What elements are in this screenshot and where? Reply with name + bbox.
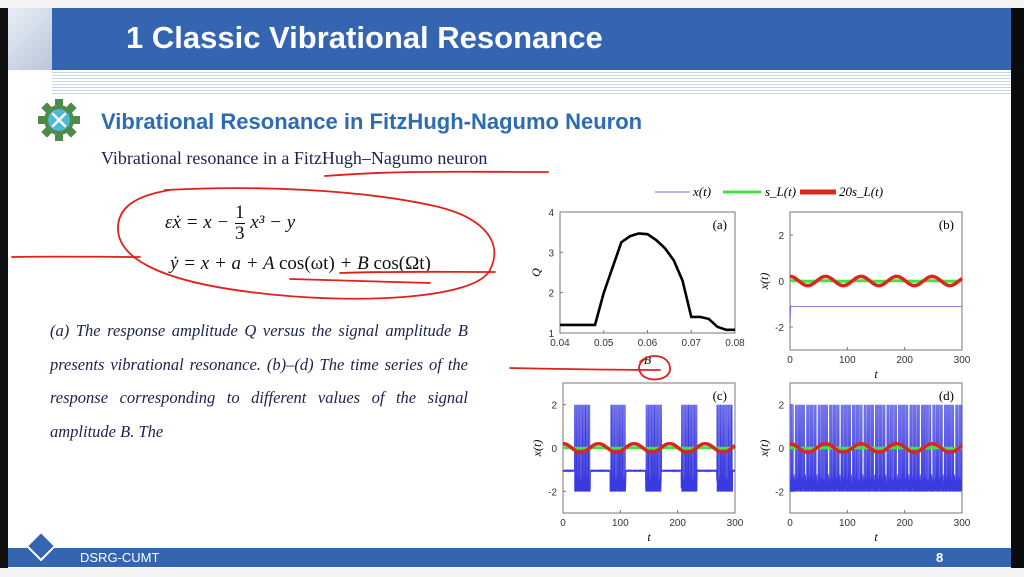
section-title: Vibrational Resonance in FitzHugh-Nagumo… <box>101 109 643 134</box>
x-tick-label: 300 <box>954 355 971 366</box>
footer-diamond <box>25 530 57 562</box>
header-band <box>52 8 1011 70</box>
page-number: 8 <box>936 550 944 565</box>
x-axis-label: t <box>874 367 878 381</box>
eq1-frac-den: 3 <box>235 223 245 244</box>
header-corner-image <box>8 8 52 70</box>
y-axis-label: x(t) <box>530 440 544 458</box>
eq2-mid: + B <box>339 253 369 274</box>
x-tick-label: 0 <box>787 355 793 366</box>
eq1-rhs: x³ − y <box>250 211 296 233</box>
y-tick-label: 0 <box>778 444 784 455</box>
chart-legend: x(t) s_L(t) 20s_L(t) <box>655 184 883 199</box>
x-tick-label: 200 <box>896 355 913 366</box>
ink-line-b <box>509 367 661 371</box>
y-tick-label: 4 <box>548 208 554 219</box>
x-tick-label: 0.06 <box>638 338 658 349</box>
gear-tools-icon <box>38 99 80 141</box>
y-tick-label: -2 <box>775 323 784 334</box>
y-tick-label: -2 <box>775 487 784 498</box>
series-20sL <box>790 274 963 288</box>
panel-label: (d) <box>939 388 954 403</box>
y-tick-label: 1 <box>548 329 554 340</box>
chart-panel-d: 0 100 200 300 -2 0 2 t x(t) (d) <box>757 382 971 544</box>
y-tick-label: 2 <box>548 289 554 300</box>
y-tick-label: 0 <box>551 444 557 455</box>
equation-2: ẏ = x + a + A cos(ωt) + B cos(Ωt) <box>170 253 431 275</box>
x-axis-label: B <box>644 353 652 367</box>
ink-circle-equations <box>117 187 496 300</box>
x-tick-label: 300 <box>727 518 744 529</box>
ink-underline-cos <box>289 278 431 284</box>
header-stripes <box>52 70 1011 94</box>
x-tick-label: 0.05 <box>594 338 614 349</box>
ink-circle-b <box>638 355 671 381</box>
eq2-lhs: ẏ = x + a + A <box>170 253 275 274</box>
figure-caption: (a) The response amplitude Q versus the … <box>50 321 468 441</box>
footer-org: DSRG-CUMT <box>80 550 160 565</box>
series-x <box>789 305 962 323</box>
legend-label-sl: s_L(t) <box>765 184 796 199</box>
x-tick-label: 0 <box>787 518 793 529</box>
x-tick-label: 0 <box>560 518 566 529</box>
eq1-frac-num: 1 <box>235 202 245 224</box>
chart-panel-b: 0 100 200 300 -2 0 2 t x(t) (b) <box>757 211 971 381</box>
panel-label: (a) <box>713 217 727 232</box>
y-tick-label: 2 <box>778 401 784 412</box>
x-axis-label: t <box>647 530 651 544</box>
series-20sL <box>790 441 963 455</box>
legend-label-20sl: 20s_L(t) <box>839 184 883 199</box>
eq2-cos2: cos(Ωt) <box>373 253 431 274</box>
slide-title: 1 Classic Vibrational Resonance <box>126 20 603 55</box>
eq2-cos1: cos(ωt) <box>279 253 335 274</box>
screen-border-right <box>1011 8 1024 568</box>
panel-label: (b) <box>939 217 954 232</box>
chart-panel-c: 0 100 200 300 -2 0 2 t x(t) (c) <box>530 382 744 544</box>
x-tick-label: 200 <box>669 518 686 529</box>
series-20sL <box>563 441 736 455</box>
x-axis-label: t <box>874 530 878 544</box>
screen-border-left <box>0 8 8 568</box>
series-x <box>562 404 736 492</box>
plot-frame <box>559 211 736 334</box>
ink-underline-subheading <box>324 170 549 177</box>
y-axis-label: x(t) <box>757 273 771 291</box>
y-tick-label: 2 <box>778 231 784 242</box>
footer-band <box>8 548 1011 567</box>
x-tick-label: 300 <box>954 518 971 529</box>
ink-line-cos2 <box>339 270 496 274</box>
y-tick-label: 0 <box>778 277 784 288</box>
series-Q <box>560 232 735 332</box>
x-tick-label: 0.04 <box>550 338 570 349</box>
x-tick-label: 200 <box>896 518 913 529</box>
y-axis-label: Q <box>529 268 543 277</box>
subheading: Vibrational resonance in a FitzHugh–Nagu… <box>101 148 488 168</box>
equation-1: εẋ = x − 1 3 x³ − y <box>165 203 295 244</box>
x-tick-label: 100 <box>839 518 856 529</box>
x-tick-label: 100 <box>612 518 629 529</box>
y-axis-label: x(t) <box>757 440 771 458</box>
y-tick-label: -2 <box>548 487 557 498</box>
panel-label: (c) <box>713 388 727 403</box>
x-tick-label: 100 <box>839 355 856 366</box>
x-tick-label: 0.08 <box>725 338 745 349</box>
eq1-lhs: εẋ = x − <box>165 211 230 233</box>
y-tick-label: 3 <box>548 248 554 259</box>
x-tick-label: 0.07 <box>682 338 702 349</box>
legend-label-x: x(t) <box>692 184 711 199</box>
y-tick-label: 2 <box>551 401 557 412</box>
chart-panel-a: 0.04 0.05 0.06 0.07 0.08 1 2 3 4 B Q (a) <box>529 208 745 367</box>
series-x <box>789 404 963 492</box>
